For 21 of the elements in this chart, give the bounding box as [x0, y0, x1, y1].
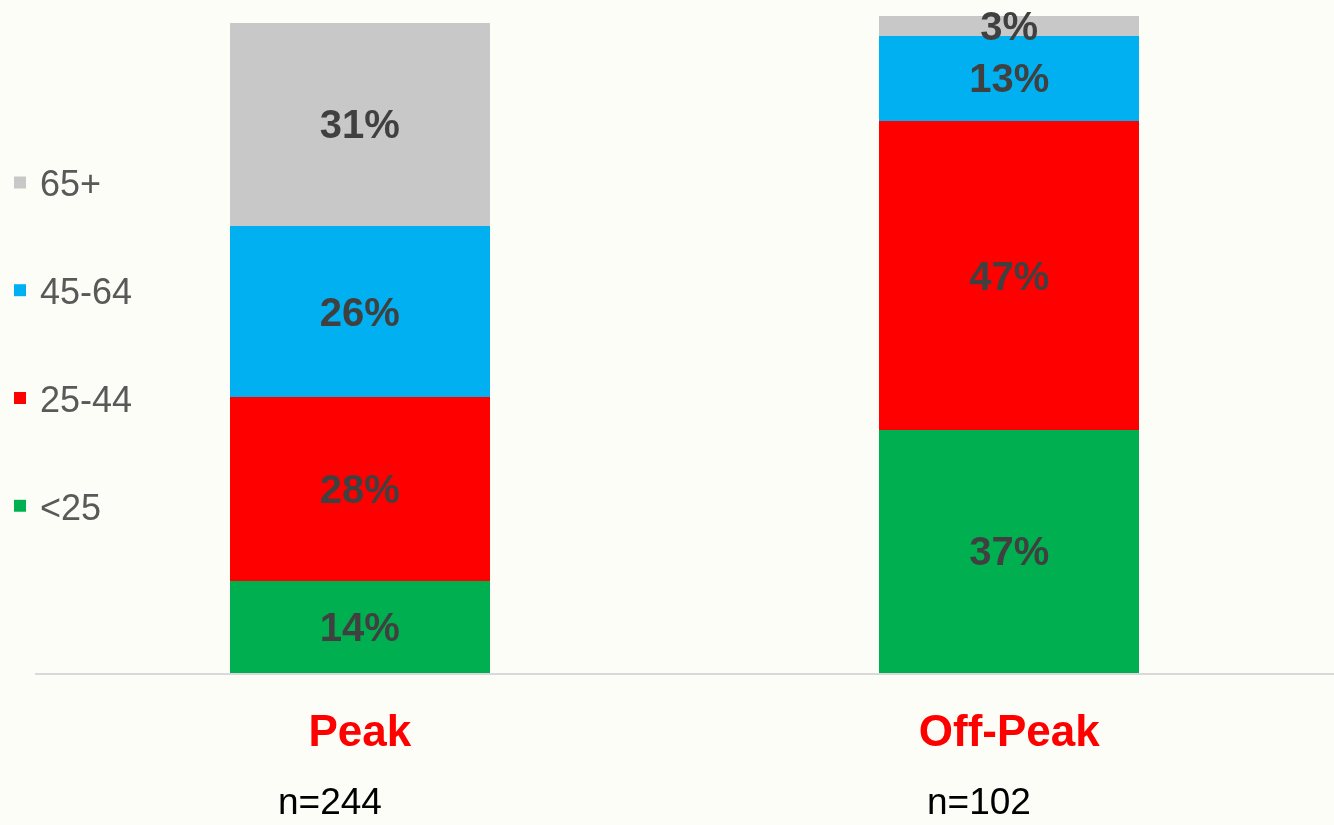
legend-label: 25-44: [40, 379, 133, 421]
bar: [879, 429, 1140, 673]
legend-label: 45-64: [40, 271, 133, 313]
bar: [879, 121, 1140, 430]
text: n=102: [927, 781, 1031, 822]
legend-label: 65+: [40, 163, 102, 205]
data-label: 47%: [969, 253, 1050, 298]
legend-label: <25: [40, 486, 102, 528]
x-tick-label: Peak: [308, 705, 412, 755]
data-label: 31%: [319, 102, 400, 147]
bar: [229, 22, 490, 227]
data-label: 28%: [319, 467, 400, 512]
bar: [229, 226, 490, 398]
x-tick-label: Off-Peak: [918, 705, 1101, 755]
data-label: 26%: [319, 289, 400, 334]
text: n=244: [278, 781, 382, 822]
bar: [229, 581, 490, 673]
bar: [229, 397, 490, 582]
data-label: 14%: [319, 605, 400, 650]
data-label: 37%: [969, 529, 1050, 574]
data-label: 13%: [969, 56, 1050, 101]
